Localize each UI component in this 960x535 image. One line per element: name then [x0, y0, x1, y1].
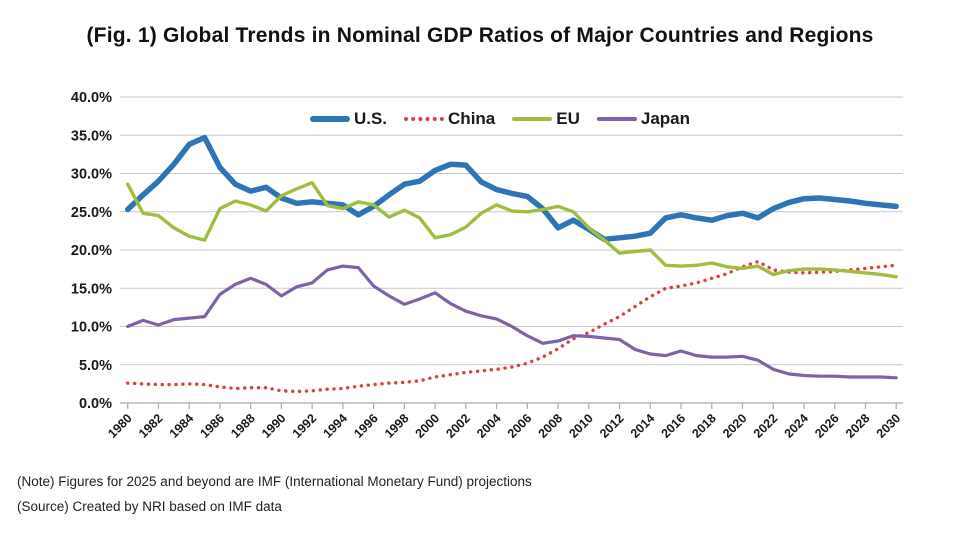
y-tick-label: 30.0%	[71, 167, 112, 183]
y-tick-label: 25.0%	[71, 205, 112, 221]
y-tick-label: 0.0%	[79, 396, 112, 412]
x-tick-label: 1990	[259, 411, 289, 441]
x-tick-label: 1982	[136, 411, 166, 441]
x-tick-label: 1992	[290, 411, 320, 441]
legend-label-eu: EU	[556, 109, 580, 128]
x-tick-label: 2016	[659, 411, 689, 441]
y-tick-label: 10.0%	[71, 320, 112, 336]
legend-label-china: China	[448, 109, 496, 128]
legend-label-japan: Japan	[640, 109, 691, 128]
legend-item-us: U.S.	[309, 109, 388, 129]
series-line-eu	[125, 180, 898, 279]
x-tick-label: 1986	[197, 411, 227, 441]
series-line-china	[125, 259, 898, 394]
x-tick-label: 2000	[413, 411, 443, 441]
y-tick-label: 40.0%	[71, 90, 112, 106]
figure-title: (Fig. 1) Global Trends in Nominal GDP Ra…	[86, 24, 874, 47]
x-tick-label: 2030	[874, 411, 904, 441]
y-tick-label: 5.0%	[79, 358, 112, 374]
x-tick-label: 2024	[782, 411, 812, 441]
legend-item-china: China	[404, 109, 495, 129]
china-line-swatch	[404, 117, 445, 121]
eu-line-swatch	[512, 117, 553, 121]
y-tick-label: 20.0%	[71, 243, 112, 259]
legend-label-us: U.S.	[353, 109, 388, 128]
x-tick-label: 2026	[812, 411, 842, 441]
us-line-swatch	[309, 116, 350, 122]
note-text: (Note) Figures for 2025 and beyond are I…	[17, 474, 532, 489]
legend-item-japan: Japan	[596, 109, 691, 129]
x-tick-label: 1988	[228, 411, 258, 441]
chart-legend: U.S. China EU Japan	[309, 109, 691, 129]
x-tick-label: 2008	[536, 411, 566, 441]
x-tick-label: 1984	[167, 411, 197, 441]
x-tick-label: 2004	[474, 411, 504, 441]
x-tick-label: 2002	[443, 411, 473, 441]
x-tick-label: 2022	[751, 411, 781, 441]
x-tick-label: 1994	[320, 411, 350, 441]
x-tick-label: 2028	[843, 411, 873, 441]
series-line-us	[124, 134, 899, 243]
x-tick-label: 2014	[628, 411, 658, 441]
x-tick-label: 2006	[505, 411, 535, 441]
x-tick-label: 1996	[351, 411, 381, 441]
japan-line-swatch	[596, 117, 637, 121]
y-tick-label: 15.0%	[71, 281, 112, 297]
y-tick-label: 35.0%	[71, 128, 112, 144]
x-tick-label: 2010	[566, 411, 596, 441]
legend-item-eu: EU	[512, 109, 580, 129]
source-text: (Source) Created by NRI based on IMF dat…	[17, 499, 282, 514]
x-tick-label: 2012	[597, 411, 627, 441]
x-tick-label: 1998	[382, 411, 412, 441]
series-line-japan	[126, 264, 898, 380]
x-tick-label: 2020	[720, 411, 750, 441]
x-tick-label: 1980	[105, 411, 135, 441]
x-tick-label: 2018	[689, 411, 719, 441]
